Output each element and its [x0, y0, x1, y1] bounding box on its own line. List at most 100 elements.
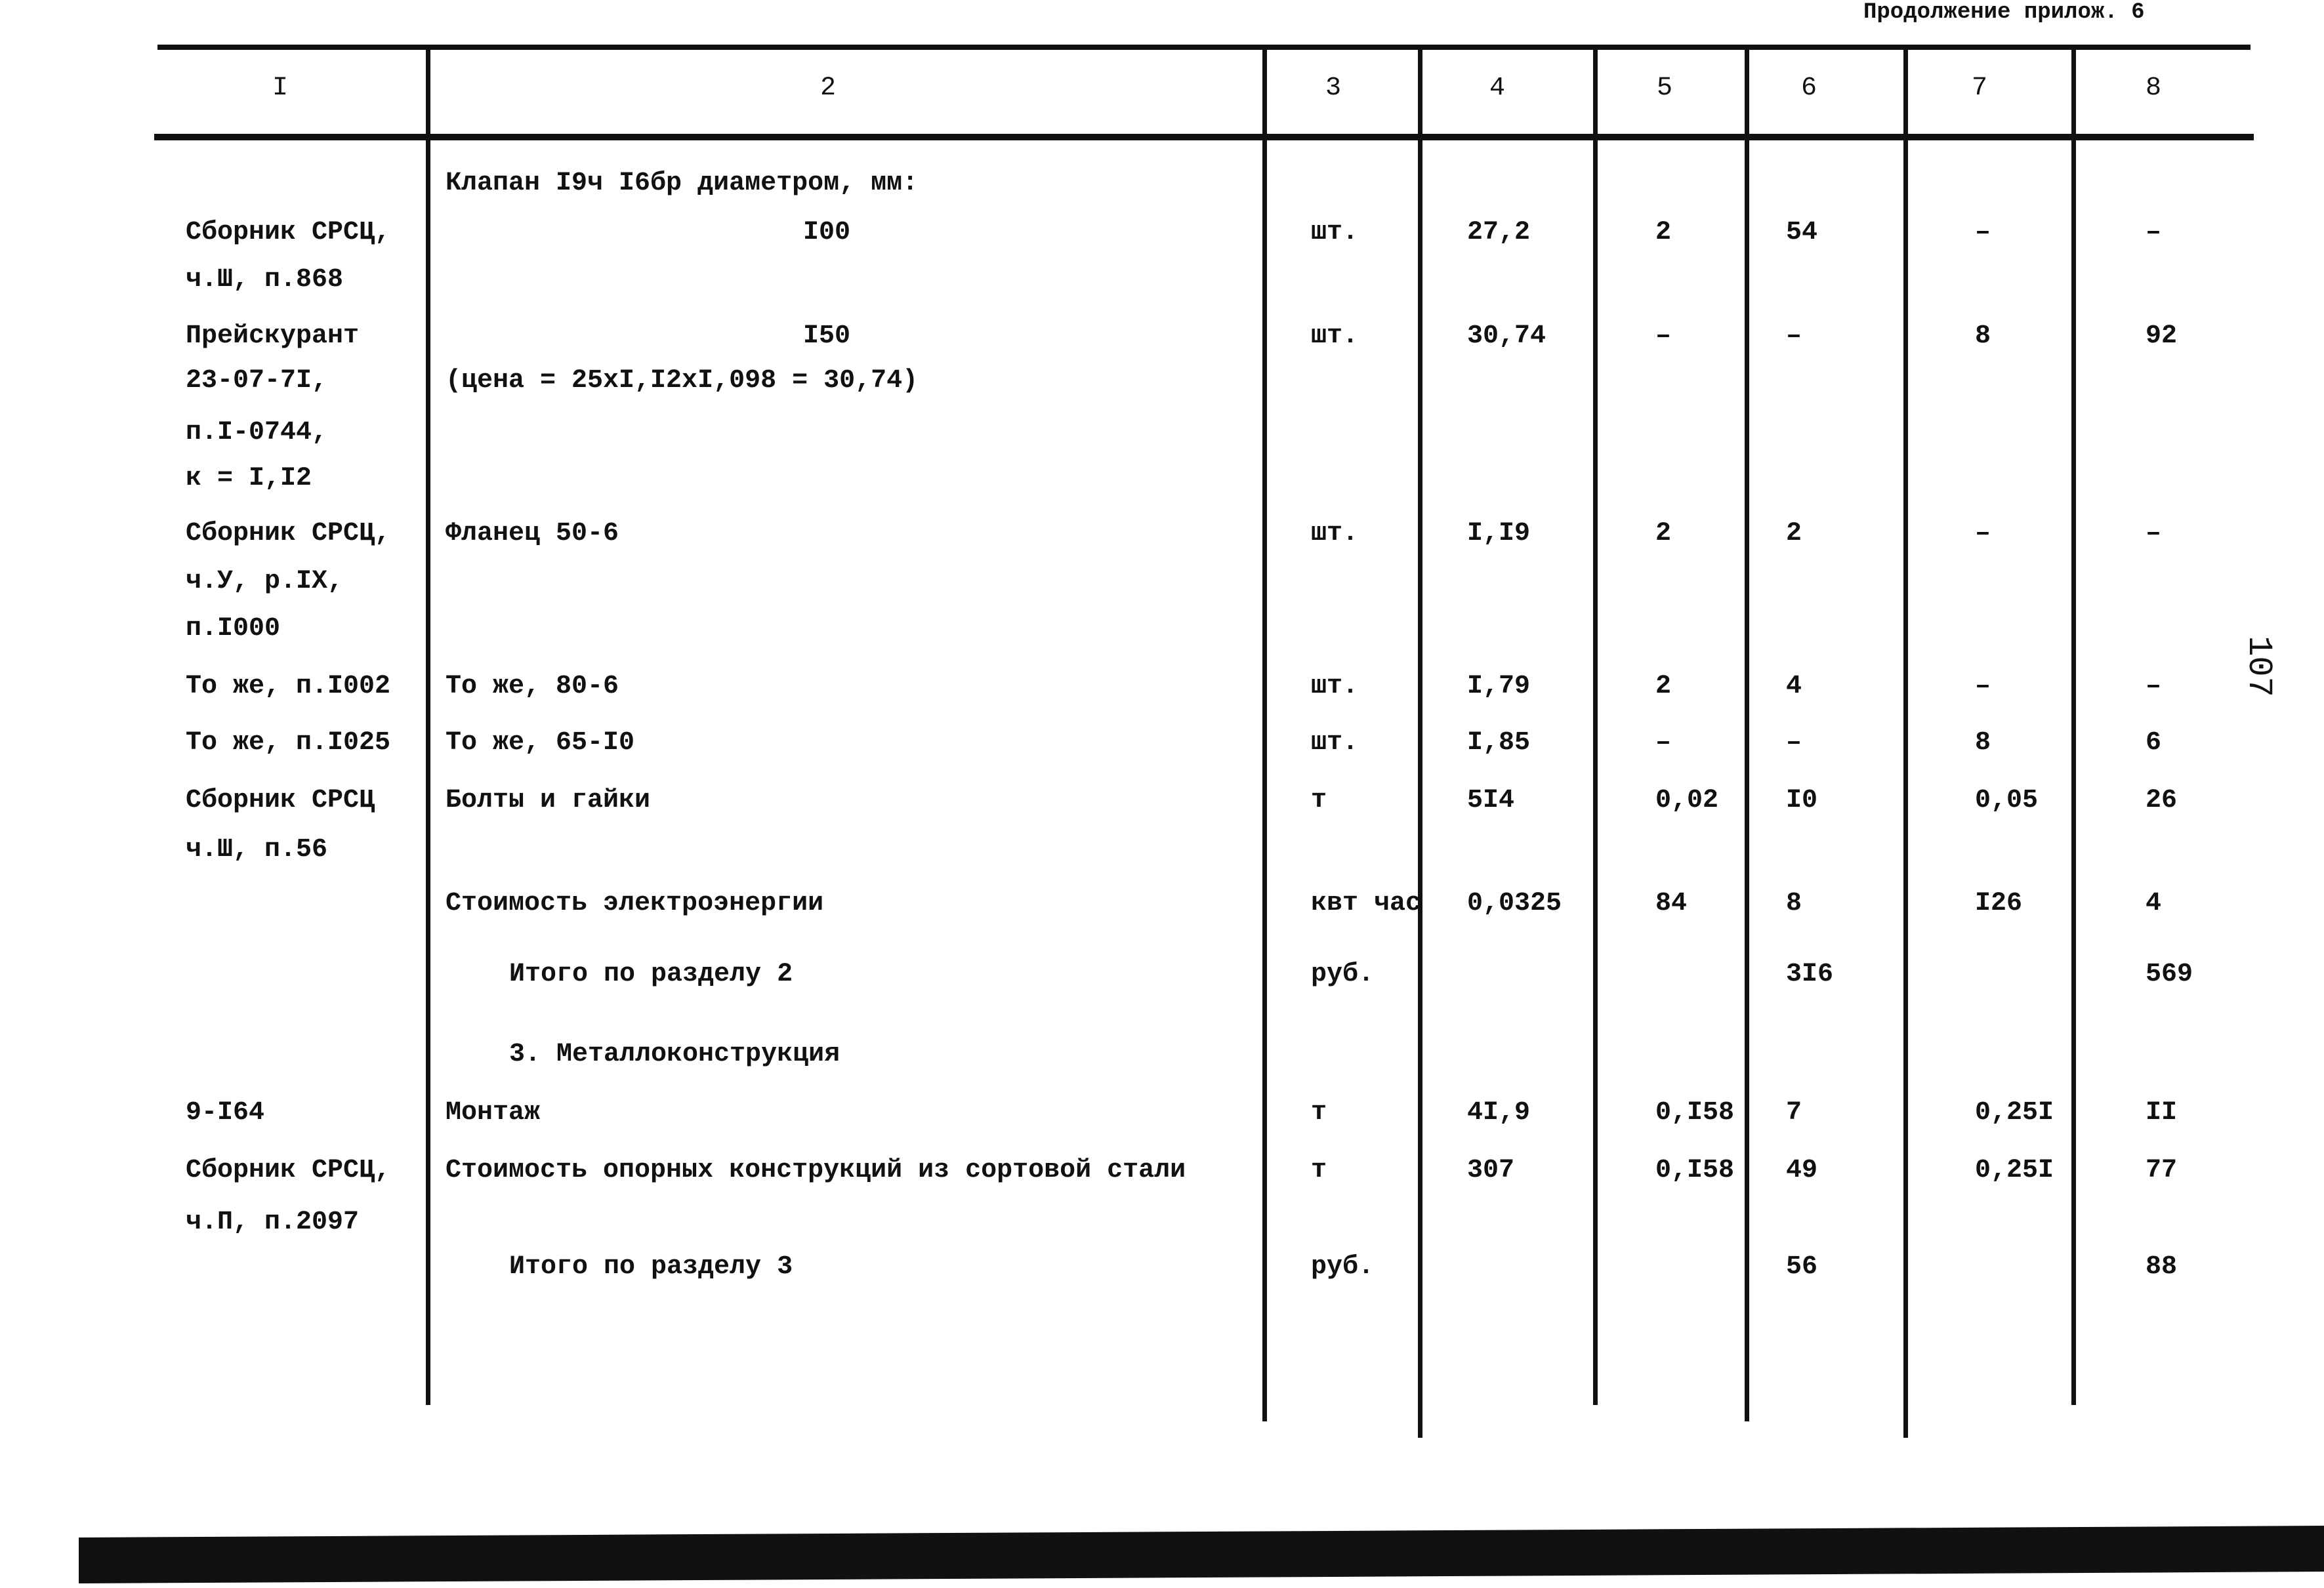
cell-col5: 0,I58 — [1655, 1098, 1735, 1128]
source-reference: к = I,I2 — [186, 464, 312, 493]
item-size: I50 — [803, 321, 851, 351]
item-size: I00 — [803, 218, 851, 247]
cell-col8: – — [2146, 218, 2162, 247]
cell-col5: 2 — [1655, 672, 1672, 701]
item-name: Клапан I9ч I6бр диаметром, мм: — [446, 169, 919, 198]
source-reference: ч.Ш, п.868 — [186, 265, 344, 295]
cell-col8: 26 — [2146, 786, 2178, 815]
cell-col6: – — [1786, 321, 1802, 351]
table-top-rule — [157, 45, 2251, 50]
column-header: 8 — [2146, 73, 2162, 103]
column-header: 7 — [1972, 73, 1988, 103]
cell-col5: 2 — [1655, 218, 1672, 247]
unit: руб. — [1311, 1252, 1375, 1282]
source-reference: Прейскурант — [186, 321, 360, 351]
source-reference: ч.У, р.IХ, — [186, 567, 344, 596]
column-header: 3 — [1325, 73, 1342, 103]
cell-col8: 6 — [2146, 728, 2162, 758]
unit: квт час — [1311, 889, 1422, 918]
unit: т — [1311, 1156, 1327, 1185]
column-divider — [2071, 47, 2076, 1405]
column-divider — [1745, 47, 1749, 1421]
column-divider — [426, 47, 430, 1405]
unit: шт. — [1311, 321, 1359, 351]
source-reference: Сборник СРСЦ, — [186, 218, 391, 247]
cell-col8: 77 — [2146, 1156, 2178, 1185]
section-total-label: Итого по разделу 2 — [509, 960, 793, 989]
column-divider — [1593, 47, 1598, 1405]
cell-col6: 8 — [1786, 889, 1802, 918]
cell-col6: 2 — [1786, 519, 1802, 548]
cell-col5: – — [1655, 728, 1672, 758]
cell-col6: – — [1786, 728, 1802, 758]
column-header: 6 — [1801, 73, 1817, 103]
source-reference: То же, п.I002 — [186, 672, 391, 701]
cell-col7: 0,25I — [1975, 1098, 2054, 1128]
cell-col4: 4I,9 — [1467, 1098, 1531, 1128]
source-reference: ч.П, п.2097 — [186, 1208, 360, 1237]
cell-col6: 49 — [1786, 1156, 1818, 1185]
column-header: 5 — [1657, 73, 1673, 103]
cell-col4: I,85 — [1467, 728, 1531, 758]
cell-col6: 54 — [1786, 218, 1818, 247]
cell-col4: I,79 — [1467, 672, 1531, 701]
cell-col8: 92 — [2146, 321, 2178, 351]
cell-col6: 3I6 — [1786, 960, 1834, 989]
item-name: Фланец 50-6 — [446, 519, 619, 548]
continuation-label: Продолжение прилож. 6 — [1863, 0, 2145, 25]
cell-col5: 2 — [1655, 519, 1672, 548]
item-name: То же, 80-6 — [446, 672, 619, 701]
cell-col4: I,I9 — [1467, 519, 1531, 548]
column-header: 4 — [1489, 73, 1506, 103]
scan-edge-band — [79, 1526, 2324, 1583]
cell-col8: 88 — [2146, 1252, 2178, 1282]
item-name: То же, 65-I0 — [446, 728, 635, 758]
header-bottom-rule — [154, 134, 2254, 140]
source-reference: п.I-0744, — [186, 418, 328, 447]
column-divider — [1262, 47, 1267, 1421]
cell-col8: – — [2146, 519, 2162, 548]
cell-col4: 30,74 — [1467, 321, 1546, 351]
section-total-label: 3. Металлоконструкция — [509, 1040, 840, 1069]
cell-col6: 7 — [1786, 1098, 1802, 1128]
cell-col7: 0,25I — [1975, 1156, 2054, 1185]
section-total-label: Итого по разделу 3 — [509, 1252, 793, 1282]
unit: руб. — [1311, 960, 1375, 989]
cell-col7: – — [1975, 218, 1991, 247]
column-divider — [1418, 47, 1422, 1438]
page-number: 107 — [2239, 636, 2278, 697]
cell-col4: 5I4 — [1467, 786, 1515, 815]
source-reference: То же, п.I025 — [186, 728, 391, 758]
cell-col5: 84 — [1655, 889, 1688, 918]
item-name: Стоимость электроэнергии — [446, 889, 824, 918]
column-header: I — [272, 73, 289, 103]
column-header: 2 — [820, 73, 837, 103]
cell-col5: 0,I58 — [1655, 1156, 1735, 1185]
cell-col8: 4 — [2146, 889, 2162, 918]
item-name: Стоимость опорных конструкций из сортово… — [446, 1156, 1186, 1185]
cell-col8: 569 — [2146, 960, 2193, 989]
cell-col7: 8 — [1975, 321, 1991, 351]
cell-col4: 307 — [1467, 1156, 1515, 1185]
source-reference: 23-07-7I, — [186, 366, 328, 396]
source-reference: ч.Ш, п.56 — [186, 835, 328, 865]
unit: шт. — [1311, 218, 1359, 247]
source-reference: Сборник СРСЦ, — [186, 1156, 391, 1185]
unit: шт. — [1311, 519, 1359, 548]
unit: т — [1311, 1098, 1327, 1128]
cell-col6: I0 — [1786, 786, 1818, 815]
cell-col7: 0,05 — [1975, 786, 2039, 815]
item-name: Болты и гайки — [446, 786, 651, 815]
source-reference: п.I000 — [186, 614, 281, 643]
source-reference: Сборник СРСЦ — [186, 786, 375, 815]
source-reference: 9-I64 — [186, 1098, 265, 1128]
cell-col8: II — [2146, 1098, 2178, 1128]
cell-col7: I26 — [1975, 889, 2023, 918]
unit: т — [1311, 786, 1327, 815]
cell-col7: 8 — [1975, 728, 1991, 758]
cell-col5: – — [1655, 321, 1672, 351]
item-name: Монтаж — [446, 1098, 541, 1128]
cell-col7: – — [1975, 672, 1991, 701]
cell-col6: 56 — [1786, 1252, 1818, 1282]
